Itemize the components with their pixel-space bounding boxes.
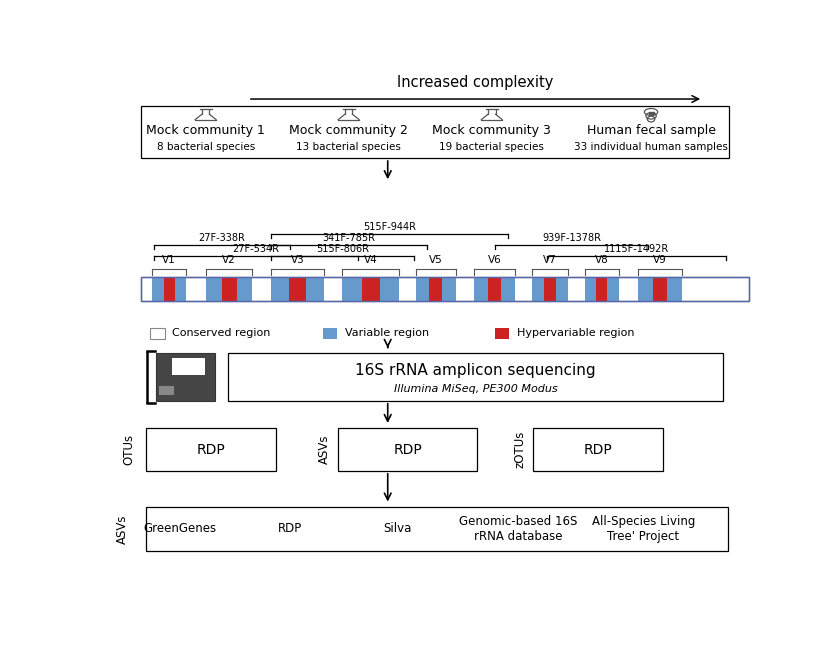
Bar	[533, 428, 663, 471]
Text: Conserved region: Conserved region	[173, 328, 271, 338]
Text: V6: V6	[487, 255, 501, 265]
Text: ASVs: ASVs	[116, 514, 129, 543]
Text: RDP: RDP	[393, 443, 422, 456]
Bar	[342, 277, 399, 301]
Bar	[146, 507, 727, 551]
Bar	[289, 277, 306, 301]
Bar	[415, 277, 456, 301]
Text: Variable region: Variable region	[345, 328, 429, 338]
Text: 27F-338R: 27F-338R	[199, 233, 245, 242]
Text: 341F-785R: 341F-785R	[322, 233, 375, 242]
Text: Increased complexity: Increased complexity	[398, 75, 554, 90]
Text: V2: V2	[222, 255, 236, 265]
Text: RDP: RDP	[583, 443, 612, 456]
Text: V5: V5	[429, 255, 443, 265]
Text: RDP: RDP	[278, 523, 302, 536]
Text: 515F-806R: 515F-806R	[315, 244, 368, 254]
Text: V9: V9	[654, 255, 667, 265]
Bar	[141, 277, 748, 301]
Bar	[323, 328, 337, 339]
Text: 939F-1378R: 939F-1378R	[542, 233, 601, 242]
Bar	[228, 354, 722, 401]
Text: Human fecal sample: Human fecal sample	[586, 124, 716, 137]
Bar	[146, 428, 276, 471]
Bar	[150, 328, 164, 339]
Bar	[532, 277, 568, 301]
Bar	[159, 385, 174, 395]
Text: zOTUs: zOTUs	[513, 431, 526, 468]
Bar	[164, 277, 175, 301]
Text: 13 bacterial species: 13 bacterial species	[296, 142, 401, 152]
Bar	[488, 277, 501, 301]
Text: 27F-534R: 27F-534R	[232, 244, 279, 254]
Text: 8 bacterial species: 8 bacterial species	[157, 142, 255, 152]
Bar	[638, 277, 682, 301]
Bar	[141, 105, 729, 158]
Text: V3: V3	[290, 255, 305, 265]
Text: V1: V1	[163, 255, 176, 265]
Bar	[172, 358, 206, 374]
Text: Genomic-based 16S
rRNA database: Genomic-based 16S rRNA database	[459, 515, 577, 543]
Text: V8: V8	[595, 255, 608, 265]
Bar	[141, 277, 748, 301]
Text: Hypervariable region: Hypervariable region	[517, 328, 634, 338]
Bar	[653, 277, 667, 301]
Text: V7: V7	[543, 255, 557, 265]
Text: 33 individual human samples: 33 individual human samples	[574, 142, 728, 152]
Bar	[271, 277, 324, 301]
Text: 16S rRNA amplicon sequencing: 16S rRNA amplicon sequencing	[355, 363, 596, 378]
Text: ASVs: ASVs	[318, 435, 331, 464]
Text: Silva: Silva	[383, 523, 412, 536]
Text: OTUs: OTUs	[122, 434, 135, 465]
Bar	[585, 277, 618, 301]
Bar	[430, 277, 442, 301]
Text: Mock community 1: Mock community 1	[146, 124, 265, 137]
Text: RDP: RDP	[196, 443, 225, 456]
Bar	[495, 328, 509, 339]
Text: V4: V4	[364, 255, 378, 265]
Text: Illumina MiSeq, PE300 Modus: Illumina MiSeq, PE300 Modus	[393, 384, 557, 394]
Bar	[545, 277, 555, 301]
Text: Mock community 3: Mock community 3	[432, 124, 551, 137]
Bar	[153, 277, 186, 301]
Text: GreenGenes: GreenGenes	[143, 523, 216, 536]
Text: All-Species Living
Tree' Project: All-Species Living Tree' Project	[591, 515, 695, 543]
Bar	[474, 277, 514, 301]
Text: Mock community 2: Mock community 2	[289, 124, 408, 137]
Text: 19 bacterial species: 19 bacterial species	[440, 142, 545, 152]
Bar	[206, 277, 253, 301]
Bar	[221, 277, 237, 301]
Text: 1115F-1492R: 1115F-1492R	[604, 244, 669, 254]
Bar	[337, 428, 477, 471]
Bar	[597, 277, 607, 301]
Text: 515F-944R: 515F-944R	[362, 222, 416, 231]
Bar	[362, 277, 380, 301]
Bar	[155, 354, 216, 401]
